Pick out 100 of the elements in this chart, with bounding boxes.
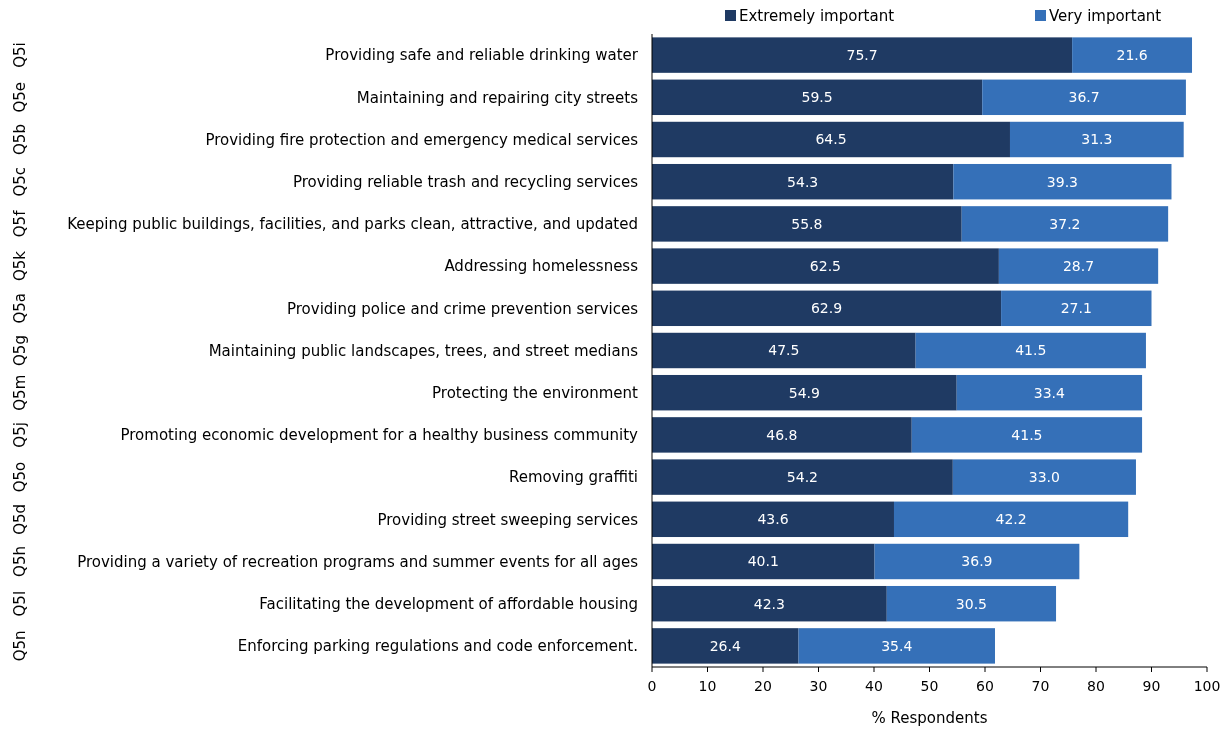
data-label: 64.5 <box>815 131 847 148</box>
data-label: 41.5 <box>1015 342 1047 359</box>
x-tick-label: 30 <box>809 678 828 694</box>
bar <box>893 501 1129 538</box>
data-label: 59.5 <box>801 89 833 106</box>
bar <box>652 374 957 411</box>
data-label: 55.8 <box>791 215 823 232</box>
x-tick-label: 10 <box>698 678 717 694</box>
data-label: 33.0 <box>1028 469 1060 485</box>
bar <box>652 585 887 622</box>
data-label: 75.7 <box>846 47 878 63</box>
data-label: 40.1 <box>747 553 779 570</box>
data-label: 28.7 <box>1062 258 1095 274</box>
legend-label: Very important <box>1049 7 1162 26</box>
data-label: 47.5 <box>768 342 800 359</box>
bar <box>798 628 995 664</box>
data-label: 31.3 <box>1081 131 1113 148</box>
data-label: 46.8 <box>766 426 798 443</box>
data-label: 35.4 <box>881 637 913 654</box>
y-tick-label: Enforcing parking regulations and code enforcement. <box>237 637 638 656</box>
x-tick-label: 20 <box>754 678 772 694</box>
bar <box>652 332 916 369</box>
bar <box>652 501 894 538</box>
y2-tick-label: Q5c <box>11 166 30 197</box>
y-tick-label: Keeping public buildings, facilities, and parks clean, attractive, and updated <box>67 215 638 234</box>
data-label: 30.5 <box>955 595 987 612</box>
y-tick-label: Facilitating the development of affordable housing <box>259 594 638 613</box>
y-tick-label: Providing fire protection and emergency medical services <box>205 130 639 149</box>
bar <box>652 37 1073 73</box>
data-label: 36.9 <box>961 553 993 570</box>
y-tick-label: Providing reliable trash and recycling services <box>292 172 639 191</box>
y-tick-label: Promoting economic development for a healthy business community <box>120 426 639 445</box>
data-label: 62.5 <box>809 258 842 274</box>
x-axis-title: % Respondents <box>871 709 988 727</box>
y2-tick-label: Q5j <box>11 422 30 448</box>
bar <box>652 543 875 580</box>
bar <box>652 417 912 453</box>
bar <box>1009 121 1184 158</box>
x-tick-label: 50 <box>920 678 939 694</box>
y2-tick-label: Q5a <box>11 293 30 324</box>
y2-tick-label: Q5m <box>11 374 30 411</box>
y-tick-label: Addressing homelessness <box>444 257 639 276</box>
data-label: 54.9 <box>788 384 820 401</box>
data-label: 27.1 <box>1060 300 1092 317</box>
data-label: 39.3 <box>1046 173 1079 190</box>
bar <box>652 79 983 116</box>
y2-tick-label: Q5b <box>11 124 30 155</box>
bar <box>1001 290 1152 327</box>
bar <box>915 332 1146 369</box>
x-tick-label: 60 <box>976 678 994 694</box>
bar <box>998 248 1159 284</box>
y2-tick-label: Q5h <box>11 546 30 577</box>
bar <box>652 290 1002 327</box>
bar <box>886 585 1057 622</box>
bar <box>1072 37 1193 73</box>
y-tick-label: Maintaining and repairing city streets <box>356 88 639 107</box>
bar <box>652 163 954 200</box>
y2-tick-label: Q5e <box>11 82 30 113</box>
bar <box>982 79 1186 116</box>
x-tick-label: 70 <box>1031 678 1050 694</box>
x-tick-label: 80 <box>1087 678 1105 694</box>
data-label: 62.9 <box>810 300 843 317</box>
y2-tick-label: Q5i <box>11 42 30 68</box>
data-label: 37.2 <box>1049 215 1081 232</box>
y-tick-label: Maintaining public landscapes, trees, and street medians <box>208 341 639 360</box>
data-label: 42.2 <box>995 511 1027 528</box>
bar <box>953 163 1172 200</box>
y-tick-label: Providing safe and reliable drinking water <box>325 46 639 65</box>
y2-tick-label: Q5n <box>11 630 30 662</box>
x-tick-label: 0 <box>647 678 657 694</box>
y2-tick-label: Q5k <box>11 250 30 282</box>
data-label: 41.5 <box>1011 426 1043 443</box>
bar <box>652 628 799 664</box>
y2-tick-label: Q5o <box>11 461 30 493</box>
bar <box>952 459 1136 495</box>
bar <box>652 206 962 242</box>
x-tick-label: 90 <box>1142 678 1161 694</box>
data-label: 54.2 <box>786 469 818 485</box>
data-label: 43.6 <box>757 511 789 528</box>
bar <box>652 248 999 284</box>
y-tick-label: Removing graffiti <box>508 468 638 487</box>
legend-label: Extremely important <box>739 7 895 26</box>
bar <box>956 374 1143 411</box>
y-tick-label: Providing police and crime prevention services <box>286 299 639 318</box>
data-label: 33.4 <box>1033 384 1066 401</box>
y-tick-label: Providing street sweeping services <box>377 510 639 529</box>
y2-tick-label: Q5d <box>11 503 30 535</box>
x-tick-label: 40 <box>865 678 883 694</box>
y-tick-label: Providing a variety of recreation programs and summer events for all ages <box>77 552 639 571</box>
data-label: 54.3 <box>787 173 819 190</box>
bar <box>874 543 1080 580</box>
data-label: 26.4 <box>709 637 741 654</box>
x-tick-label: 100 <box>1193 678 1221 694</box>
y2-tick-label: Q5l <box>11 590 30 617</box>
data-label: 21.6 <box>1116 47 1148 63</box>
data-label: 42.3 <box>753 595 785 612</box>
y2-tick-label: Q5g <box>11 335 30 366</box>
bar <box>961 206 1169 242</box>
y2-tick-label: Q5f <box>11 209 30 238</box>
bar <box>911 417 1143 453</box>
